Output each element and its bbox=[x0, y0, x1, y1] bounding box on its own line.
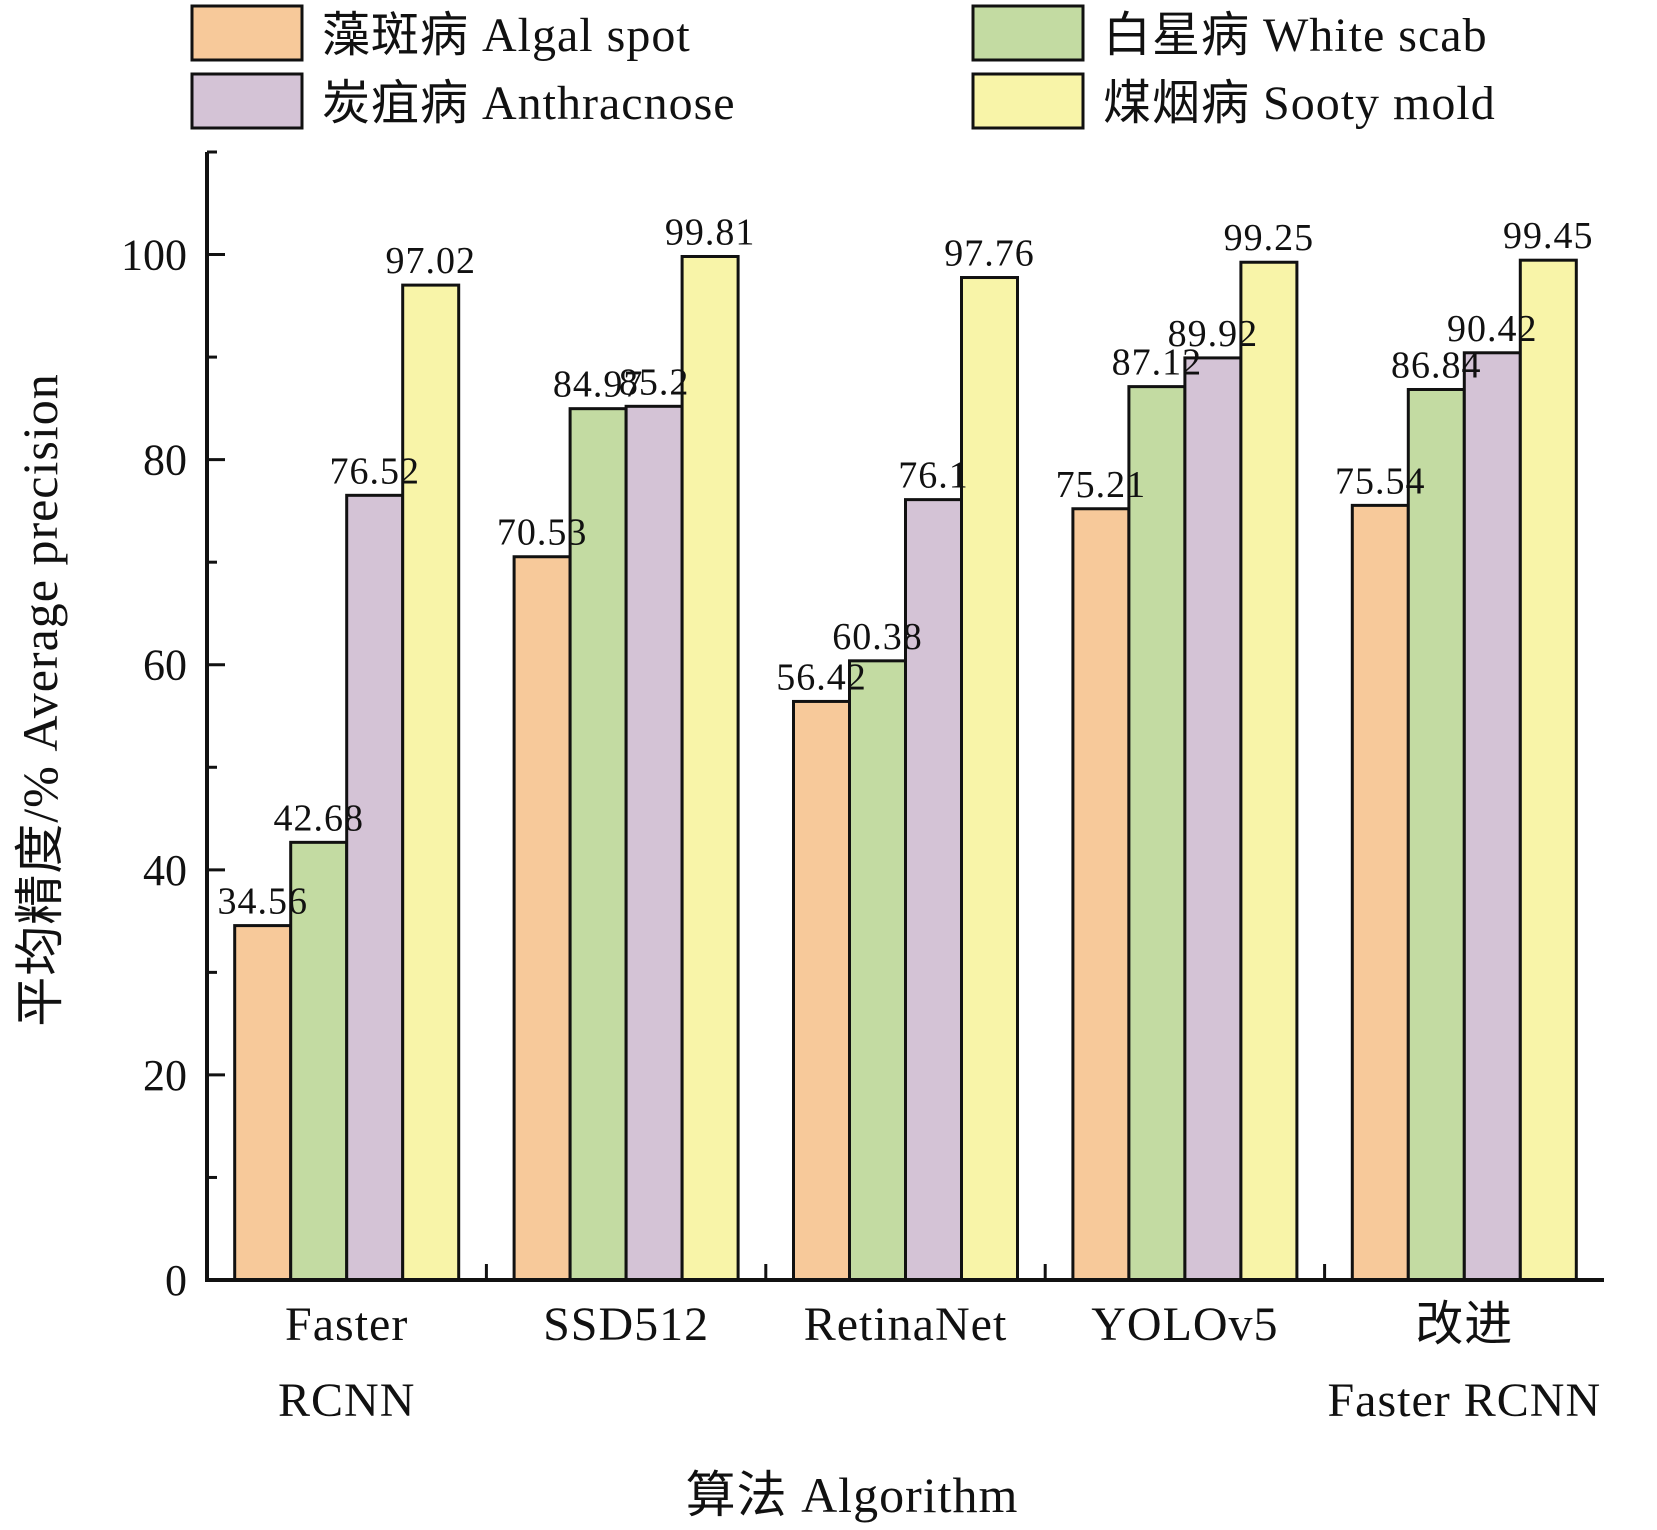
y-tick-label: 60 bbox=[143, 641, 187, 690]
legend-swatch bbox=[973, 6, 1083, 60]
bar bbox=[1408, 389, 1464, 1280]
data-label: 75.21 bbox=[1056, 464, 1147, 506]
bar bbox=[626, 406, 682, 1280]
category-label: RetinaNet bbox=[804, 1298, 1008, 1351]
data-label: 34.56 bbox=[217, 881, 308, 923]
category-label: Faster RCNN bbox=[1327, 1374, 1601, 1427]
bars bbox=[235, 256, 1577, 1280]
data-label: 60.38 bbox=[832, 616, 923, 658]
data-label: 99.81 bbox=[665, 211, 756, 253]
bar bbox=[794, 701, 850, 1280]
bar bbox=[514, 557, 570, 1280]
legend: 藻斑病 Algal spot 白星病 White scab 炭疽病 Anthracn… bbox=[192, 6, 1496, 130]
bar bbox=[1185, 358, 1241, 1280]
category-label: YOLOv5 bbox=[1091, 1298, 1278, 1351]
data-label: 70.53 bbox=[497, 512, 588, 554]
data-label: 76.52 bbox=[329, 450, 420, 492]
data-label: 97.02 bbox=[385, 240, 476, 282]
data-label: 97.76 bbox=[944, 233, 1035, 275]
data-label: 76.1 bbox=[898, 455, 969, 497]
legend-swatch bbox=[192, 74, 302, 128]
category-label: RCNN bbox=[278, 1374, 415, 1427]
legend-label: 炭疽病 Anthracnose bbox=[322, 77, 736, 130]
data-label: 86.84 bbox=[1391, 344, 1482, 386]
category-labels: Faster RCNN SSD512 RetinaNet YOLOv5 改进 Faster … bbox=[278, 1298, 1601, 1427]
bar bbox=[682, 256, 738, 1280]
bar bbox=[1241, 262, 1297, 1280]
category-label: 改进 bbox=[1415, 1298, 1513, 1351]
data-label: 99.25 bbox=[1224, 217, 1315, 259]
legend-swatch bbox=[973, 74, 1083, 128]
bar bbox=[1129, 387, 1185, 1280]
bar bbox=[1464, 353, 1520, 1280]
category-label: Faster bbox=[285, 1298, 408, 1351]
y-ticks: 0 20 40 60 80 100 bbox=[121, 152, 225, 1305]
bar bbox=[1520, 260, 1576, 1280]
data-label: 42.68 bbox=[273, 797, 364, 839]
bar bbox=[347, 495, 403, 1280]
data-label: 75.54 bbox=[1335, 460, 1426, 502]
data-label: 89.92 bbox=[1168, 313, 1259, 355]
legend-label: 白星病 White scab bbox=[1103, 9, 1488, 62]
category-label: SSD512 bbox=[543, 1298, 709, 1351]
data-label: 85.2 bbox=[619, 361, 690, 403]
data-label: 99.45 bbox=[1503, 215, 1594, 257]
legend-label: 煤烟病 Sooty mold bbox=[1103, 77, 1496, 130]
legend-label: 藻斑病 Algal spot bbox=[322, 9, 691, 62]
bar bbox=[235, 926, 291, 1280]
bar bbox=[850, 661, 906, 1280]
y-tick-label: 80 bbox=[143, 436, 187, 485]
y-tick-label: 40 bbox=[143, 846, 187, 895]
y-tick-label: 100 bbox=[121, 231, 187, 280]
bar-chart: 藻斑病 Algal spot 白星病 White scab 炭疽病 Anthracn… bbox=[0, 0, 1657, 1530]
data-label: 56.42 bbox=[776, 656, 867, 698]
bar bbox=[403, 285, 459, 1280]
y-axis-title: 平均精度/% Average precision bbox=[12, 373, 68, 1026]
data-label: 90.42 bbox=[1447, 308, 1538, 350]
bar bbox=[1352, 505, 1408, 1280]
bar bbox=[1073, 509, 1129, 1280]
bar bbox=[962, 278, 1018, 1280]
legend-swatch bbox=[192, 6, 302, 60]
x-axis-title: 算法 Algorithm bbox=[686, 1467, 1019, 1523]
y-tick-label: 20 bbox=[143, 1051, 187, 1100]
y-tick-label: 0 bbox=[165, 1256, 187, 1305]
